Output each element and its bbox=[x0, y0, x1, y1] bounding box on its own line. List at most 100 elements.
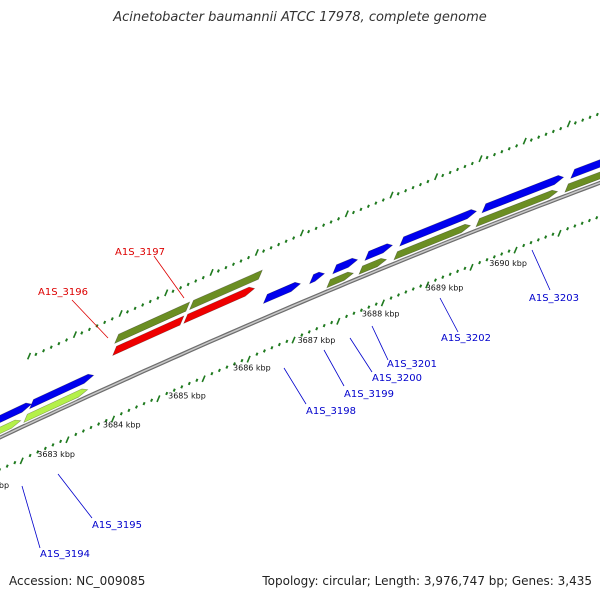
inner-tick bbox=[277, 342, 281, 347]
gene-a1s-3195-green[interactable] bbox=[23, 388, 89, 424]
gene-label-a1s-3194[interactable]: A1S_3194 bbox=[40, 549, 90, 560]
gene-leader-line bbox=[349, 337, 373, 373]
gene-a1s-3199-cds[interactable] bbox=[309, 271, 326, 285]
inner-tick bbox=[36, 450, 40, 454]
outer-tick-ring bbox=[26, 112, 599, 360]
gene-leader-line bbox=[439, 297, 459, 333]
outer-tick bbox=[515, 144, 519, 148]
gene-label-a1s-3200[interactable]: A1S_3200 bbox=[372, 373, 422, 384]
outer-tick bbox=[103, 320, 107, 325]
gene-label-a1s-3202[interactable]: A1S_3202 bbox=[441, 333, 491, 344]
inner-tick bbox=[374, 302, 378, 306]
gene-a1s-3196-olive[interactable] bbox=[114, 301, 191, 344]
gene-leader-line bbox=[21, 485, 41, 549]
gene-a1s-3203-olive-shine bbox=[476, 199, 548, 229]
inner-tick bbox=[180, 385, 184, 389]
gene-label-a1s-3196[interactable]: A1S_3196 bbox=[38, 287, 88, 298]
outer-tick bbox=[522, 137, 527, 145]
gene-a1s-3201-olive[interactable] bbox=[358, 258, 388, 275]
outer-tick bbox=[49, 345, 53, 349]
gene-a1s-3196-cds-shine bbox=[112, 326, 179, 358]
outer-tick bbox=[366, 204, 370, 208]
outer-tick bbox=[478, 155, 483, 163]
gene-a1s-3194-green[interactable] bbox=[0, 419, 22, 440]
outer-tick bbox=[179, 286, 183, 290]
gene-label-a1s-3195[interactable]: A1S_3195 bbox=[92, 520, 142, 531]
inner-tick bbox=[307, 330, 311, 334]
gene-a1s-3203-cds[interactable] bbox=[481, 175, 565, 214]
gene-a1s-3197-olive-shine bbox=[189, 280, 258, 312]
inner-tick bbox=[380, 299, 385, 307]
gene-a1s-3202-cds[interactable] bbox=[399, 209, 478, 247]
gene-a1s-3200-olive[interactable] bbox=[326, 271, 355, 289]
gene-a1s-3195-cds[interactable] bbox=[29, 373, 95, 410]
gene-a1s-3198-cds[interactable] bbox=[262, 281, 302, 305]
inner-tick bbox=[485, 257, 489, 262]
outer-tick bbox=[209, 268, 214, 277]
gene-next-cds[interactable] bbox=[570, 154, 600, 179]
genome-backbone bbox=[0, 180, 600, 440]
outer-tick bbox=[299, 229, 304, 237]
inner-tick bbox=[529, 240, 533, 245]
outer-tick bbox=[507, 146, 511, 151]
outer-tick bbox=[42, 349, 46, 353]
outer-tick bbox=[374, 201, 378, 205]
gene-a1s-3197-olive[interactable] bbox=[189, 269, 263, 311]
inner-tick bbox=[463, 266, 467, 271]
inner-tick bbox=[262, 349, 266, 353]
gene-a1s-3195-cds-shine bbox=[29, 384, 84, 411]
gene-a1s-3194-cds-shine bbox=[0, 413, 21, 425]
inner-tick bbox=[59, 439, 63, 444]
inner-tick bbox=[336, 317, 341, 325]
outer-tick bbox=[448, 170, 452, 175]
scale-tick-label: 3688 kbp bbox=[362, 309, 400, 318]
inner-tick bbox=[433, 278, 437, 282]
outer-tick bbox=[463, 164, 467, 169]
gene-label-a1s-3203[interactable]: A1S_3203 bbox=[529, 293, 579, 304]
gene-label-a1s-3201[interactable]: A1S_3201 bbox=[387, 359, 437, 370]
gene-a1s-3200-cds[interactable] bbox=[332, 257, 359, 275]
outer-tick bbox=[34, 352, 38, 357]
outer-tick bbox=[404, 188, 408, 193]
inner-tick bbox=[28, 453, 32, 458]
inner-tick bbox=[127, 408, 131, 413]
outer-tick bbox=[141, 303, 145, 307]
outer-tick bbox=[72, 331, 78, 339]
outer-tick bbox=[551, 129, 555, 134]
outer-tick bbox=[470, 161, 474, 166]
gene-a1s-3197-cds-shine bbox=[183, 297, 244, 326]
scale-tick-label: 3690 kbp bbox=[489, 259, 527, 268]
inner-tick bbox=[345, 314, 349, 319]
feature-track[interactable] bbox=[0, 154, 600, 442]
gene-a1s-3194-cds[interactable] bbox=[0, 402, 33, 427]
outer-tick bbox=[284, 239, 288, 244]
inner-tick bbox=[478, 260, 482, 265]
gene-a1s-3202-olive[interactable] bbox=[393, 223, 472, 261]
gene-label-a1s-3199[interactable]: A1S_3199 bbox=[344, 389, 394, 400]
outer-tick bbox=[156, 296, 160, 300]
inner-tick-ring bbox=[0, 216, 599, 472]
scale-tick-label: 3685 kbp bbox=[168, 391, 206, 400]
inner-tick bbox=[5, 464, 9, 468]
gene-a1s-3200-olive-shine bbox=[326, 281, 344, 290]
gene-next-olive[interactable] bbox=[564, 168, 600, 193]
outer-tick bbox=[595, 112, 599, 117]
gene-a1s-3203-olive[interactable] bbox=[475, 189, 559, 228]
inner-tick bbox=[513, 246, 518, 254]
inner-tick bbox=[187, 381, 191, 386]
inner-tick bbox=[232, 362, 236, 366]
outer-tick bbox=[201, 275, 205, 280]
scale-tick-label: 3687 kbp bbox=[298, 336, 336, 345]
inner-tick bbox=[51, 443, 55, 447]
gene-a1s-3195-green-shine bbox=[23, 398, 78, 425]
gene-label-a1s-3198[interactable]: A1S_3198 bbox=[306, 406, 356, 417]
gene-a1s-3201-cds[interactable] bbox=[364, 243, 394, 262]
gene-a1s-3197-cds[interactable] bbox=[183, 286, 256, 324]
gene-label-a1s-3197[interactable]: A1S_3197 bbox=[115, 247, 165, 258]
gene-a1s-3196-cds[interactable] bbox=[112, 315, 185, 357]
inner-tick bbox=[43, 446, 47, 451]
accession-text: Accession: NC_009085 bbox=[9, 574, 146, 588]
inner-tick bbox=[172, 388, 176, 392]
gene-a1s-3203-cds-shine bbox=[481, 185, 554, 215]
